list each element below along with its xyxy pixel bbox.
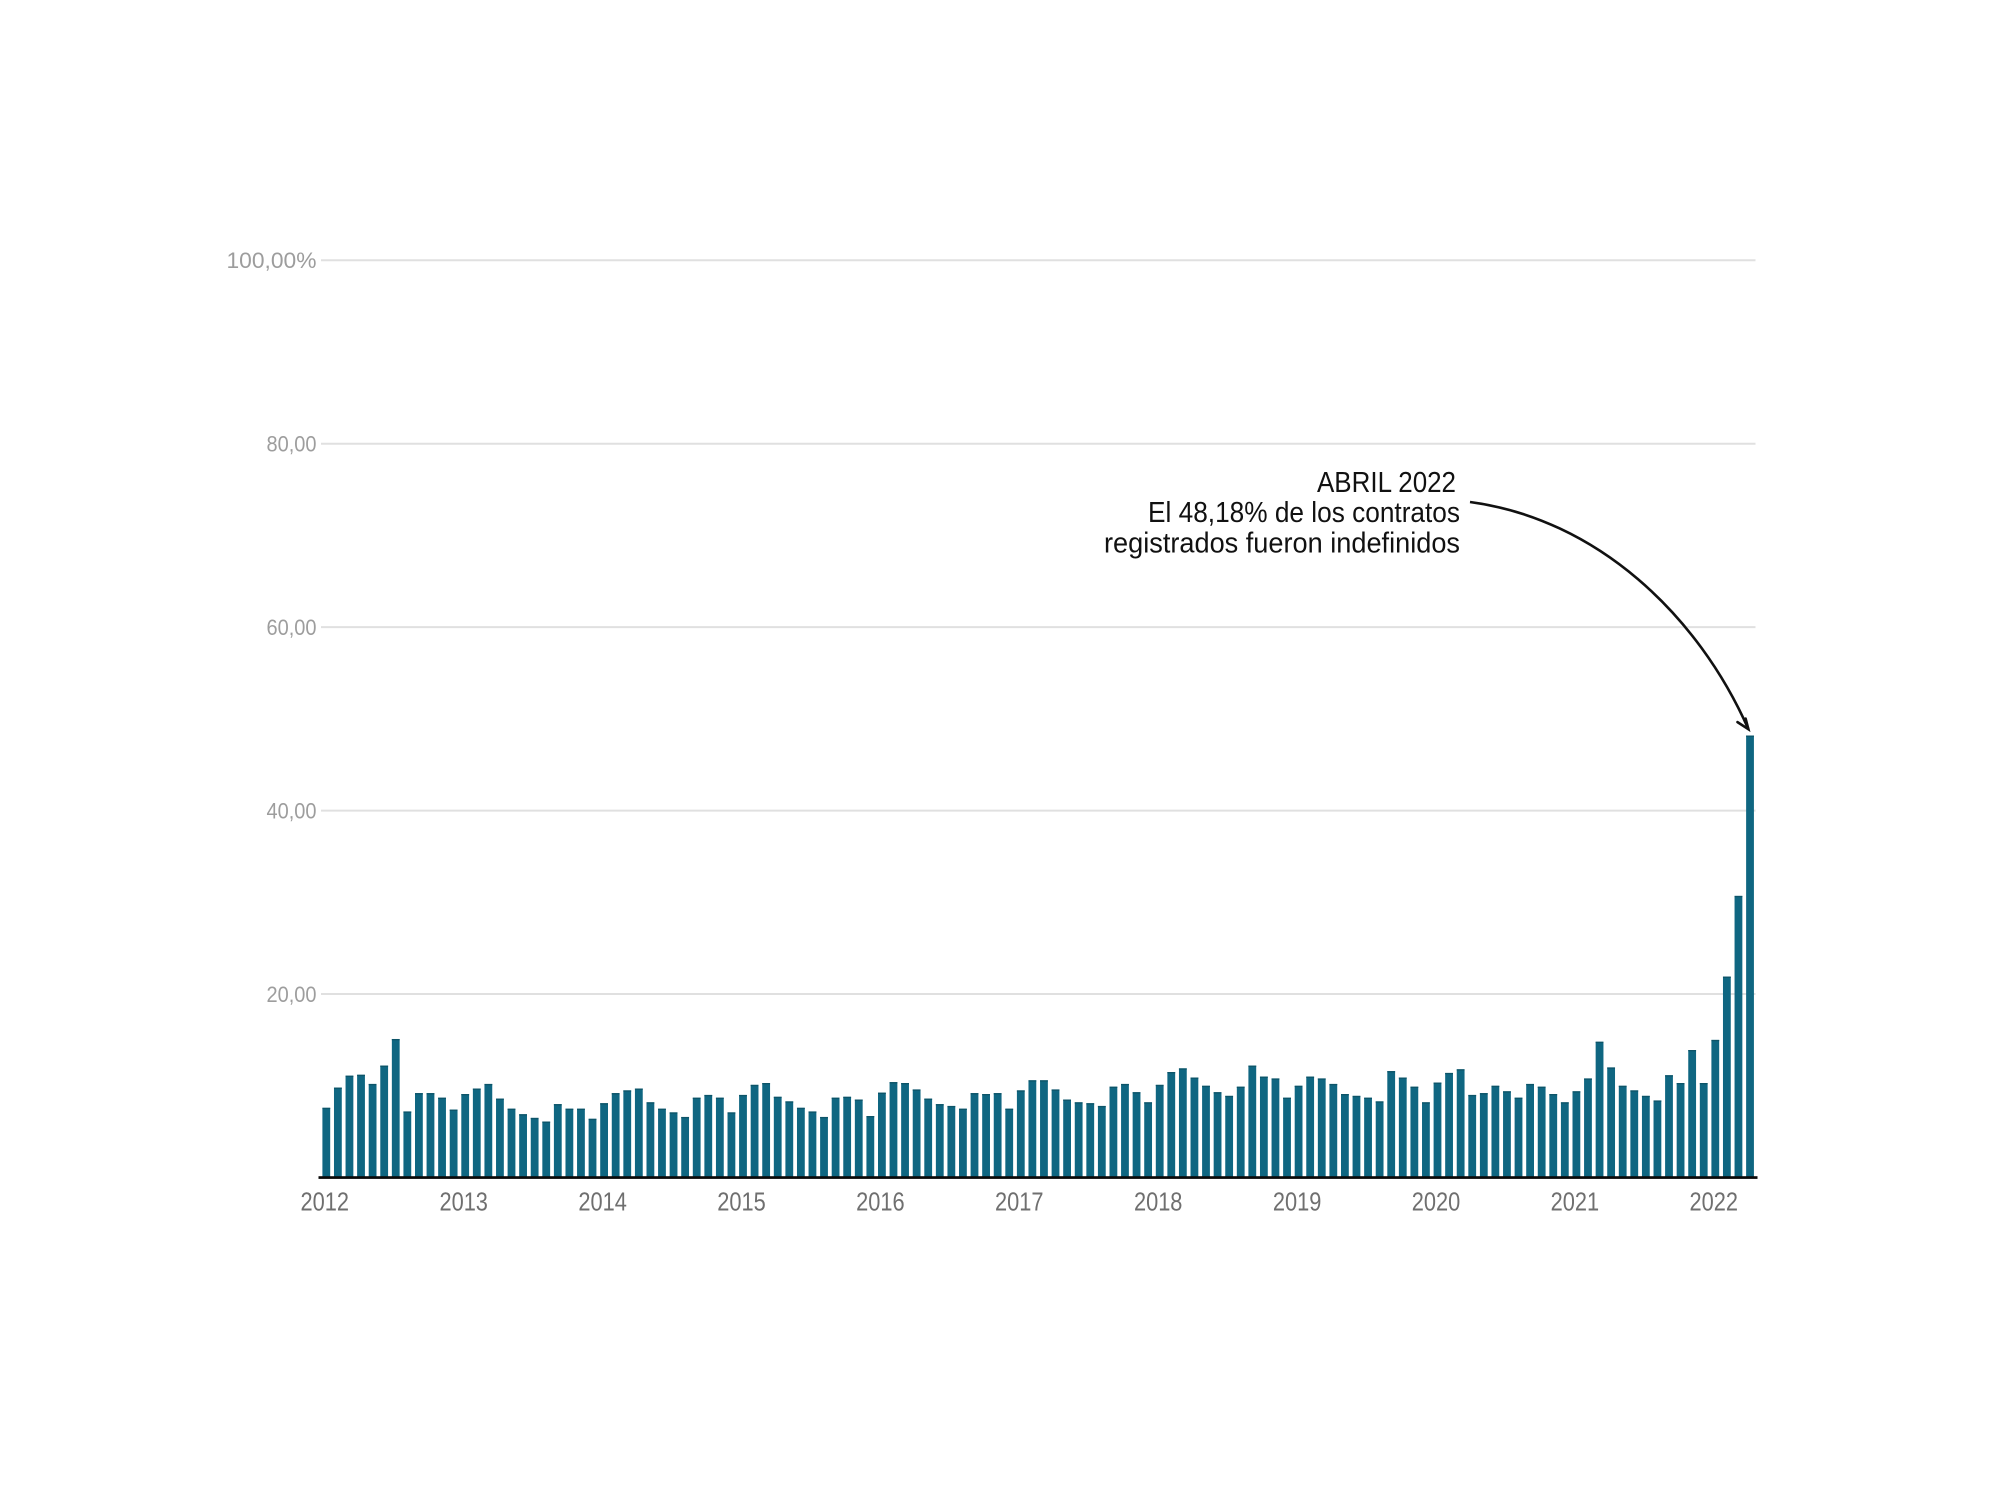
svg-text:registrados fueron indefinidos: registrados fueron indefinidos — [1104, 528, 1460, 560]
svg-text:2021: 2021 — [1551, 1187, 1600, 1217]
svg-text:2018: 2018 — [1134, 1187, 1183, 1217]
svg-text:2019: 2019 — [1273, 1187, 1322, 1217]
svg-text:60,00: 60,00 — [267, 615, 317, 640]
svg-text:40,00: 40,00 — [267, 799, 317, 824]
svg-text:80,00: 80,00 — [267, 432, 317, 457]
svg-text:2016: 2016 — [856, 1187, 905, 1217]
svg-text:2017: 2017 — [995, 1187, 1044, 1217]
svg-text:El 48,18% de los contratos: El 48,18% de los contratos — [1148, 497, 1460, 529]
svg-text:ABRIL 2022: ABRIL 2022 — [1317, 467, 1456, 499]
svg-text:2020: 2020 — [1412, 1187, 1461, 1217]
svg-text:100,00%: 100,00% — [227, 248, 317, 273]
svg-text:2014: 2014 — [578, 1187, 627, 1217]
svg-text:2012: 2012 — [301, 1187, 350, 1217]
svg-text:2015: 2015 — [717, 1187, 766, 1217]
svg-text:20,00: 20,00 — [267, 982, 317, 1007]
svg-text:2022: 2022 — [1690, 1187, 1739, 1217]
svg-text:2013: 2013 — [439, 1187, 488, 1217]
